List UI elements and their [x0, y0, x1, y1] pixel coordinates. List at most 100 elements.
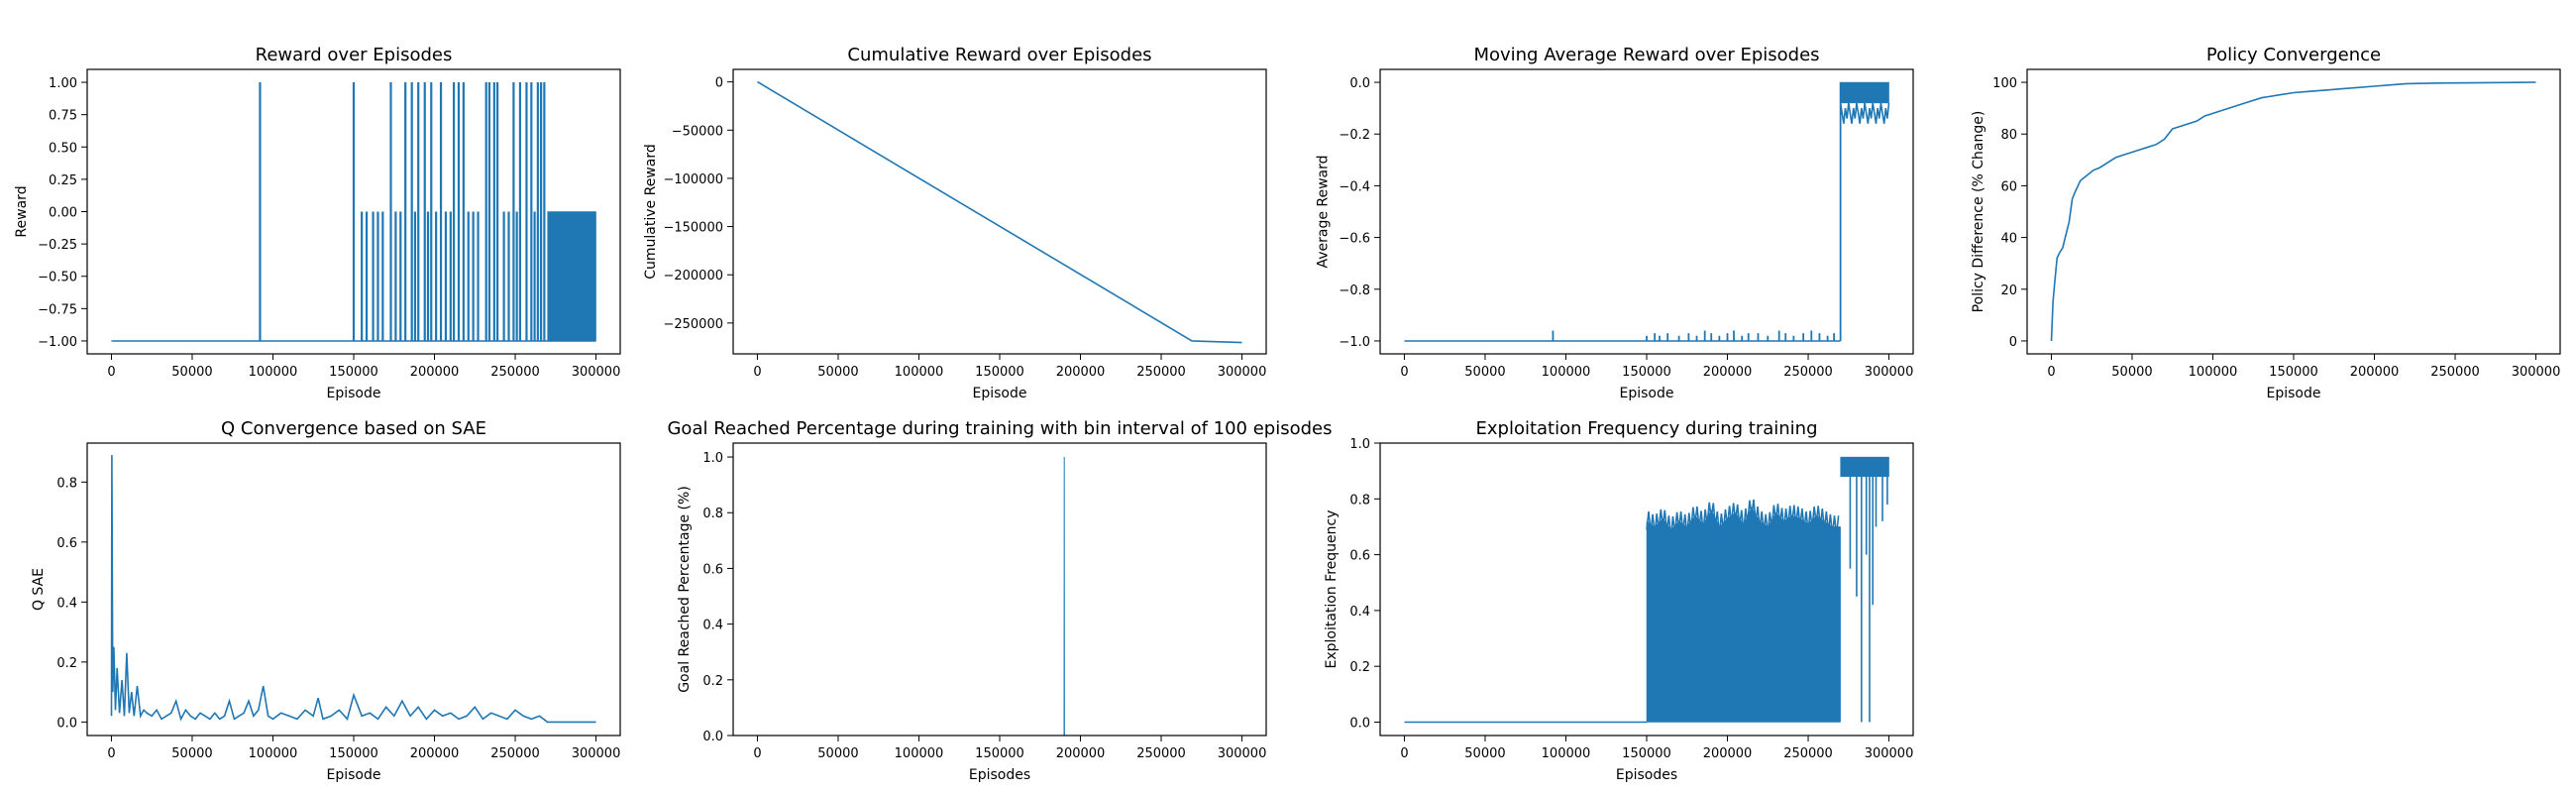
- axes-frame: [2026, 68, 2561, 355]
- y-tick-label: −1.00: [38, 335, 77, 350]
- y-axis-label: Exploitation Frequency: [1324, 510, 1340, 668]
- x-tick-label: 250000: [490, 746, 540, 761]
- exploit-dense-band: [1646, 507, 1841, 723]
- panel-title: Policy Convergence: [2206, 45, 2381, 65]
- panel-exploitation-frequency: Exploitation Frequency during training Ep…: [1324, 418, 1914, 783]
- y-tick-label: 60: [2000, 179, 2017, 194]
- x-tick-label: 150000: [1622, 746, 1671, 761]
- plot-area: [1404, 81, 1890, 342]
- x-tick-label: 100000: [249, 365, 298, 380]
- y-tick-label: −100000: [663, 172, 723, 187]
- x-axis-label: Episode: [327, 767, 381, 783]
- y-tick-label: −0.50: [38, 271, 77, 285]
- x-tick-label: 50000: [1464, 365, 1505, 380]
- avg-high-band: [1840, 81, 1889, 104]
- y-tick-label: −0.6: [1339, 232, 1370, 247]
- panel-q-convergence: Q Convergence based on SAE Episode 0.0 0.2 0…: [31, 418, 621, 783]
- x-tick-label: 250000: [490, 365, 540, 380]
- y-tick-label: −0.2: [1339, 128, 1370, 143]
- y-tick-label: 1.0: [702, 451, 723, 466]
- y-tick-label: 0.8: [1349, 493, 1370, 508]
- reward-dense-band: [547, 211, 596, 342]
- y-tick-label: 0.6: [702, 562, 723, 577]
- x-tick-label: 0: [753, 746, 761, 761]
- panel-moving-average: Moving Average Reward over Episodes Episo…: [1315, 45, 1914, 401]
- plot-area: [757, 80, 1242, 344]
- y-axis-label: Cumulative Reward: [643, 144, 659, 280]
- y-tick-label: 0.8: [702, 507, 723, 521]
- plot-area: [757, 456, 1242, 736]
- x-tick-label: 100000: [895, 746, 944, 761]
- y-tick-label: 0.0: [56, 716, 77, 731]
- series-line: [110, 455, 596, 724]
- x-tick-label: 150000: [329, 746, 378, 761]
- x-tick-label: 300000: [2512, 365, 2561, 380]
- y-tick-label: 0.6: [56, 536, 77, 551]
- x-tick-label: 0: [1400, 746, 1408, 761]
- y-tick-label: 0.4: [56, 596, 77, 611]
- x-tick-label: 50000: [171, 365, 212, 380]
- x-tick-label: 250000: [1783, 365, 1833, 380]
- x-tick-label: 200000: [1703, 365, 1753, 380]
- y-axis-label: Average Reward: [1315, 155, 1331, 268]
- x-tick-label: 100000: [895, 365, 944, 380]
- y-tick-label: 100: [1992, 76, 2017, 91]
- x-tick-label: 100000: [2189, 365, 2238, 380]
- y-tick-label: 0: [2009, 335, 2017, 350]
- y-tick-label: −0.8: [1339, 283, 1370, 298]
- exploit-high-band: [1840, 456, 1889, 478]
- y-tick-label: 0.0: [1349, 76, 1370, 91]
- x-tick-label: 300000: [1218, 746, 1267, 761]
- x-tick-label: 100000: [1542, 746, 1591, 761]
- x-axis-label: Episode: [1620, 386, 1674, 401]
- x-tick-label: 300000: [1218, 365, 1267, 380]
- avg-band-edge: [1839, 102, 1890, 124]
- y-tick-label: −250000: [663, 317, 723, 332]
- plot-area: [110, 455, 596, 724]
- x-tick-label: 250000: [2430, 365, 2480, 380]
- x-tick-label: 100000: [1542, 365, 1591, 380]
- series-line: [2050, 81, 2536, 342]
- axes-frame: [732, 442, 1267, 736]
- x-tick-label: 200000: [1056, 365, 1106, 380]
- y-tick-label: 0.2: [56, 656, 77, 671]
- y-tick-label: −150000: [663, 221, 723, 236]
- x-tick-label: 0: [1400, 365, 1408, 380]
- y-tick-label: 0.2: [702, 674, 723, 689]
- y-axis-label: Goal Reached Percentage (%): [677, 486, 693, 693]
- x-axis-label: Episodes: [1616, 767, 1677, 783]
- x-tick-label: 50000: [171, 746, 212, 761]
- x-tick-label: 50000: [817, 365, 858, 380]
- exploit-band-edge: [1646, 499, 1840, 538]
- y-axis-label: Policy Difference (% Change): [1971, 111, 1986, 313]
- y-tick-label: 0.4: [1349, 605, 1370, 620]
- panel-title: Reward over Episodes: [256, 45, 453, 65]
- x-tick-label: 50000: [817, 746, 858, 761]
- y-tick-label: 0.4: [702, 619, 723, 633]
- y-tick-label: 1.0: [1349, 437, 1370, 452]
- x-tick-label: 200000: [1703, 746, 1753, 761]
- x-tick-label: 300000: [572, 365, 621, 380]
- y-tick-label: 40: [2000, 232, 2017, 247]
- axes-frame: [1379, 442, 1914, 736]
- x-tick-label: 300000: [1865, 746, 1914, 761]
- panel-reward: Reward over Episodes Episode −1.00 −0.75 −0.…: [14, 45, 621, 401]
- x-tick-label: 150000: [1622, 365, 1671, 380]
- x-tick-label: 50000: [1464, 746, 1505, 761]
- goal-series-line: [757, 456, 1242, 736]
- panel-title: Q Convergence based on SAE: [221, 418, 486, 439]
- axes-frame: [86, 68, 621, 355]
- axes-frame: [86, 442, 621, 736]
- y-tick-label: −0.4: [1339, 179, 1370, 194]
- panel-title: Exploitation Frequency during training: [1476, 418, 1818, 439]
- y-axis-label: Reward: [14, 185, 30, 237]
- panel-title: Cumulative Reward over Episodes: [847, 45, 1151, 65]
- panel-goal-reached: Goal Reached Percentage during training …: [667, 418, 1332, 783]
- x-tick-label: 200000: [410, 365, 460, 380]
- series-line: [757, 80, 1242, 344]
- x-tick-label: 150000: [975, 746, 1024, 761]
- x-tick-label: 150000: [2269, 365, 2318, 380]
- y-tick-label: 0.2: [1349, 660, 1370, 675]
- y-tick-label: −1.0: [1339, 335, 1370, 350]
- y-tick-label: 0.8: [56, 476, 77, 491]
